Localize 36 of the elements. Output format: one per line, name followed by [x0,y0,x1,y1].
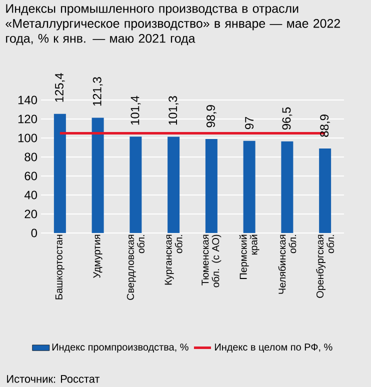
y-tick-label: 0 [31,228,38,238]
bar [205,139,218,234]
data-label: 97 [245,116,254,130]
data-label: 121,3 [92,77,103,106]
x-tick-label: Курганская обл. [164,234,182,285]
x-tick-label: Свердловская обл. [126,234,144,300]
data-label: 98,9 [206,105,216,128]
data-label: 101,4 [130,96,141,125]
y-tick-label: 20 [24,210,38,218]
y-tick-label: 140 [18,96,38,104]
data-label: 88,9 [320,114,330,137]
bar [243,140,256,234]
bar [319,148,332,234]
data-label: 101,3 [168,96,178,125]
x-tick-label: Пермский край [239,234,260,279]
y-tick-label: 60 [24,172,38,180]
y-tick-label: 40 [24,190,38,200]
legend-label: Индекс в целом по РФ, % [215,344,332,352]
y-tick-label: 100 [18,134,38,142]
y-tick-label: 120 [18,114,38,124]
bar [92,118,104,234]
bar [130,136,142,234]
bar [168,136,180,234]
y-tick-label: 80 [24,152,38,162]
x-tick-label: Удмуртия [93,234,102,278]
x-tick-label: Оренбургская обл. [316,234,334,298]
bar [281,141,294,234]
x-tick-label: Башкортостан [55,234,64,300]
text: Источник: Росстат [7,375,100,383]
bar [54,114,66,234]
x-tick-label: Тюменская обл. (с АО) [202,234,222,288]
data-label: 125,4 [55,73,65,102]
x-tick-label: Челябинская обл. [278,234,296,294]
legend-label: Индекс промпроизводства, % [52,344,188,353]
data-label: 96,5 [282,107,292,130]
chart-title: Индексы промышленного производства в отрасли «Металлургическое производство» в январе — мае 2022 года, % к янв. — маю 2021 года [6,4,340,46]
